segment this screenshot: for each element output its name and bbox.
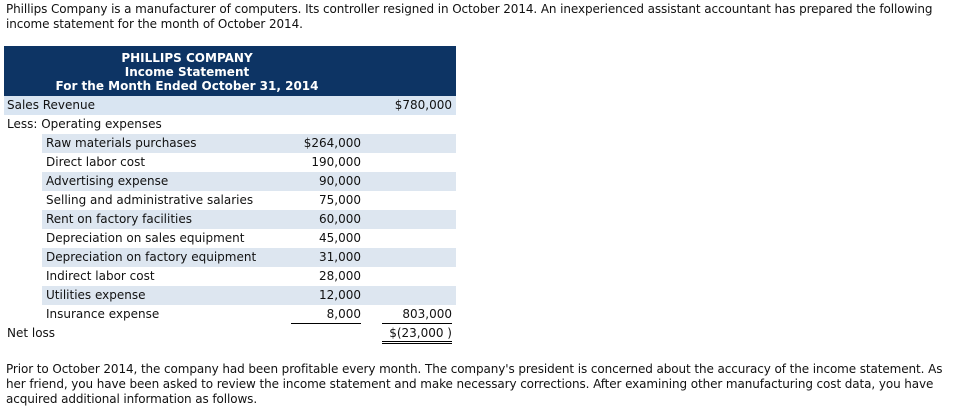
net-label: Net loss — [7, 326, 56, 340]
company-name: PHILLIPS COMPANY — [121, 51, 253, 65]
sales-row: Sales Revenue $780,000 — [4, 96, 456, 115]
expense-label: Selling and administrative salaries — [46, 193, 254, 207]
expense-label: Raw materials purchases — [46, 136, 197, 150]
row-background — [42, 248, 456, 267]
income-statement: PHILLIPS COMPANY Income Statement For th… — [4, 46, 456, 344]
expense-row: Depreciation on sales equipment 45,000 — [4, 229, 456, 248]
expense-amount: 28,000 — [319, 269, 361, 283]
sales-amount: $780,000 — [394, 98, 452, 112]
statement-title: Income Statement — [124, 65, 250, 79]
outro-paragraph: Prior to October 2014, the company had b… — [6, 362, 943, 406]
expense-row: Rent on factory facilities 60,000 — [4, 210, 456, 229]
net-row: Net loss $(23,000 ) — [4, 324, 456, 344]
expense-row: Advertising expense 90,000 — [4, 172, 456, 191]
expense-row: Raw materials purchases $264,000 — [4, 134, 456, 153]
row-background — [42, 305, 456, 324]
expense-row: Direct labor cost 190,000 — [4, 153, 456, 172]
expense-label: Depreciation on sales equipment — [46, 231, 245, 245]
expense-row: Indirect labor cost 28,000 — [4, 267, 456, 286]
total-underline — [382, 323, 452, 324]
expense-amount: $264,000 — [303, 136, 361, 150]
expense-list: Raw materials purchases $264,000 Direct la… — [4, 134, 456, 324]
expense-amount: 190,000 — [311, 155, 361, 169]
intro-paragraph: Phillips Company is a manufacturer of co… — [6, 2, 933, 31]
less-row: Less: Operating expenses — [4, 115, 456, 134]
expense-row: Insurance expense 8,000 803,000 — [4, 305, 456, 324]
expense-label: Insurance expense — [46, 307, 160, 321]
double-underline — [382, 341, 452, 344]
row-background — [42, 172, 456, 191]
less-label: Less: Operating expenses — [7, 117, 162, 131]
row-background — [42, 229, 456, 248]
expense-amount: 12,000 — [319, 288, 361, 302]
subtotal-underline — [291, 323, 361, 324]
expense-label: Utilities expense — [46, 288, 146, 302]
row-background — [42, 134, 456, 153]
row-background — [42, 210, 456, 229]
row-background — [42, 286, 456, 305]
expense-label: Advertising expense — [46, 174, 169, 188]
row-background — [42, 191, 456, 210]
expense-amount: 8,000 — [326, 307, 361, 321]
expense-amount: 75,000 — [319, 193, 361, 207]
sales-label: Sales Revenue — [7, 98, 96, 112]
expense-label: Rent on factory facilities — [46, 212, 192, 226]
expense-amount: 90,000 — [319, 174, 361, 188]
expense-label: Depreciation on factory equipment — [46, 250, 257, 264]
statement-period: For the Month Ended October 31, 2014 — [55, 79, 319, 93]
expense-row: Depreciation on factory equipment 31,000 — [4, 248, 456, 267]
expense-amount: 31,000 — [319, 250, 361, 264]
statement-header: PHILLIPS COMPANY Income Statement For th… — [4, 46, 456, 96]
row-background — [42, 267, 456, 286]
expense-label: Direct labor cost — [46, 155, 146, 169]
expense-amount: 45,000 — [319, 231, 361, 245]
total-expenses-amount: 803,000 — [402, 307, 452, 321]
expense-row: Utilities expense 12,000 — [4, 286, 456, 305]
expense-amount: 60,000 — [319, 212, 361, 226]
net-amount: $(23,000 ) — [389, 326, 452, 340]
row-background — [42, 153, 456, 172]
expense-row: Selling and administrative salaries 75,00… — [4, 191, 456, 210]
expense-label: Indirect labor cost — [46, 269, 155, 283]
